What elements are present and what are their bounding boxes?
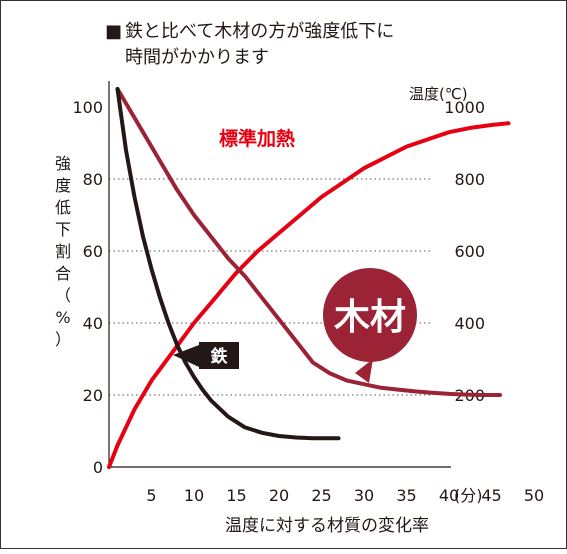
iron-line bbox=[115, 87, 341, 441]
x-tick-label: 30 bbox=[354, 486, 374, 505]
x-tick-label: 5 bbox=[146, 486, 156, 505]
x-tick-label: 15 bbox=[226, 486, 246, 505]
x-tick-label: 35 bbox=[396, 486, 416, 505]
x-tick-label: 20 bbox=[269, 486, 289, 505]
x-tick-label: 25 bbox=[311, 486, 331, 505]
iron-callout-arrow bbox=[173, 345, 199, 367]
y-left-tick-label: 60 bbox=[83, 242, 103, 261]
iron-callout-box bbox=[199, 342, 239, 369]
x-tick-label: 10 bbox=[184, 486, 204, 505]
x-tick-label: 50 bbox=[524, 486, 544, 505]
wood-line bbox=[115, 87, 502, 397]
header-title-line1: 鉄と比べて木材の方が強度低下に bbox=[125, 21, 394, 42]
wood-callout-bubble bbox=[323, 268, 417, 362]
x-axis-title: 温度に対する材質の変化率 bbox=[225, 516, 429, 536]
y-left-tick-label: 20 bbox=[83, 386, 103, 405]
x-unit-label: (分) bbox=[454, 486, 483, 505]
iron-label: 鉄 bbox=[211, 346, 228, 367]
y-left-tick-label: 0 bbox=[93, 458, 103, 477]
y-left-tick-label: 100 bbox=[72, 98, 103, 117]
y-right-tick-label: 600 bbox=[454, 242, 485, 261]
y-left-tick-label: 80 bbox=[83, 170, 103, 189]
x-tick-label: 40 bbox=[439, 486, 459, 505]
right-axis-title: 温度(℃) bbox=[409, 85, 468, 103]
left-axis-title-char: 下 bbox=[55, 220, 71, 239]
left-axis-title-char: 強 bbox=[55, 154, 71, 173]
axes bbox=[108, 81, 451, 468]
left-axis-title-char: （ bbox=[55, 286, 71, 305]
wood-callout: 木材 bbox=[323, 268, 417, 383]
left-axis-title-char: 合 bbox=[55, 264, 71, 283]
left-axis-title-char: ） bbox=[55, 330, 71, 349]
left-axis-title-char: 割 bbox=[55, 242, 71, 261]
grid bbox=[109, 178, 433, 396]
header-title-line2: 時間がかかります bbox=[125, 47, 269, 68]
y-left-tick-label: 40 bbox=[83, 314, 103, 333]
series-lines bbox=[107, 87, 511, 469]
y-right-tick-label: 800 bbox=[454, 170, 485, 189]
standard-heating-label: 標準加熱 bbox=[219, 127, 295, 150]
left-axis-title-char: 低 bbox=[55, 198, 71, 217]
wood-label: 木材 bbox=[334, 297, 406, 338]
standard-heating-line bbox=[107, 121, 511, 469]
y-right-tick-label: 1000 bbox=[444, 98, 485, 117]
wood-callout-tail bbox=[355, 359, 373, 383]
header-marker: ■ bbox=[105, 21, 122, 42]
x-tick-label: 45 bbox=[481, 486, 501, 505]
left-axis-title-char: 度 bbox=[55, 176, 71, 195]
left-axis-title-char: % bbox=[55, 308, 70, 327]
iron-callout: 鉄 bbox=[173, 342, 239, 369]
y-right-tick-label: 400 bbox=[454, 314, 485, 333]
